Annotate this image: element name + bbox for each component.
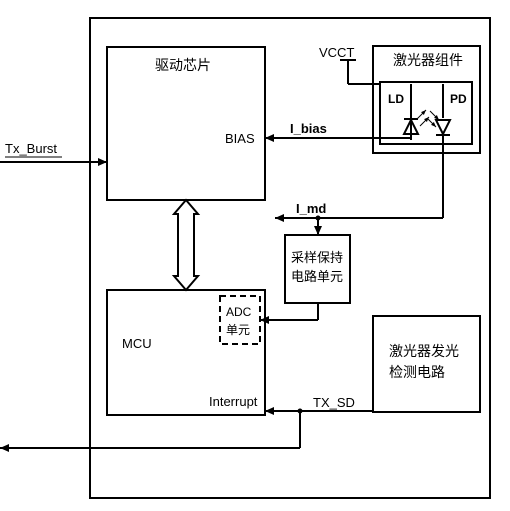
tx-burst-label: Tx_Burst (5, 141, 57, 156)
mcu-driver-bidir-arrow-icon (174, 200, 198, 290)
adc-l2: 单元 (226, 323, 250, 337)
adc-l1: ADC (226, 305, 252, 319)
sample-hold-l1: 采样保持 (291, 250, 343, 265)
i-md-node (316, 216, 321, 221)
sample-hold-l2: 电路单元 (291, 269, 343, 284)
detect-l2: 检测电路 (389, 364, 445, 380)
mcu-title: MCU (122, 336, 152, 351)
ld-label: LD (388, 92, 404, 106)
i-bias-label: I_bias (290, 121, 327, 136)
pd-label: PD (450, 92, 467, 106)
canvas-bg (0, 0, 510, 511)
tx-sd-node (298, 409, 303, 414)
tx-sd-label: TX_SD (313, 395, 355, 410)
i-md-label: I_md (296, 201, 326, 216)
detect-l1: 激光器发光 (389, 343, 459, 359)
bias-port-label: BIAS (225, 131, 255, 146)
vcct-label: VCCT (319, 45, 354, 60)
driver-chip-title: 驱动芯片 (155, 57, 211, 73)
laser-module-title: 激光器组件 (393, 52, 463, 68)
interrupt-port-label: Interrupt (209, 394, 258, 409)
